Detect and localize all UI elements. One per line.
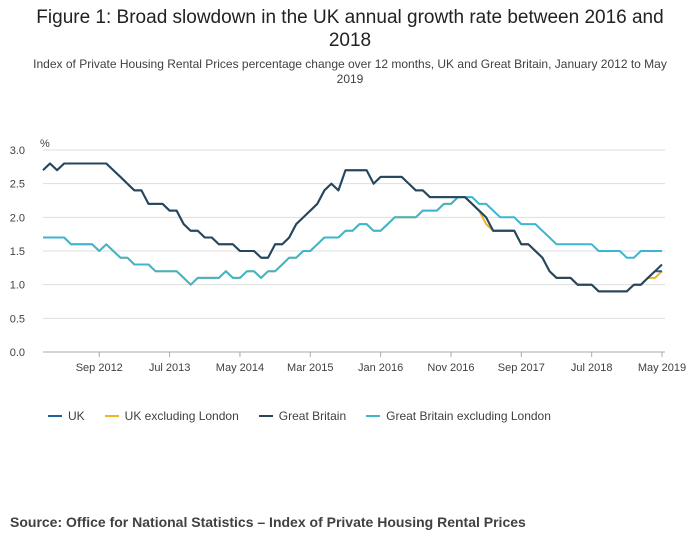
legend-label: Great Britain [278,409,347,423]
x-tick-label: Sep 2012 [76,362,123,374]
y-tick-label: 1.0 [10,280,25,292]
legend-item[interactable]: UK excluding London [104,409,239,423]
y-tick-label: 0.0 [10,347,25,359]
source-note: Source: Office for National Statistics –… [10,514,526,530]
x-tick-label: Sep 2017 [498,362,545,374]
series-line-uk [42,162,662,293]
legend-item[interactable]: Great Britain excluding London [366,409,551,423]
legend-item[interactable]: Great Britain [258,409,347,423]
legend-label: Great Britain excluding London [386,409,551,423]
x-tick-label: Jan 2016 [358,362,403,374]
y-tick-label: 0.5 [10,313,25,325]
x-tick-label: Jul 2018 [571,362,613,374]
y-tick-label: 2.5 [10,179,25,191]
x-tick-label: May 2019 [638,362,686,374]
y-axis-label: % [40,138,50,150]
series-line-great-britain-excluding-london [43,196,662,286]
y-tick-label: 1.5 [10,246,25,258]
legend-swatch [258,415,273,417]
y-tick-label: 3.0 [10,145,25,157]
chart-legend: UK UK excluding London Great Britain Great … [48,409,571,423]
x-tick-label: Jul 2013 [149,362,191,374]
legend-label: UK excluding London [124,409,239,423]
chart-subtitle: Index of Private Housing Rental Prices p… [33,57,667,86]
legend-label: UK [68,409,85,423]
legend-swatch [366,415,381,417]
x-tick-label: Mar 2015 [287,362,333,374]
legend-item[interactable]: UK [48,409,85,423]
chart-title: Figure 1: Broad slowdown in the UK annua… [36,7,664,51]
legend-swatch [48,415,62,417]
x-tick-label: Nov 2016 [427,362,474,374]
x-tick-label: May 2014 [216,362,264,374]
line-chart: 0.0 0.5 1.0 1.5 2.0 2.5 3.0% Sep 2012 Jul 2013 Ma… [10,138,686,374]
series-line-great-britain [42,162,663,293]
y-tick-label: 2.0 [10,212,25,224]
legend-swatch [104,415,119,417]
